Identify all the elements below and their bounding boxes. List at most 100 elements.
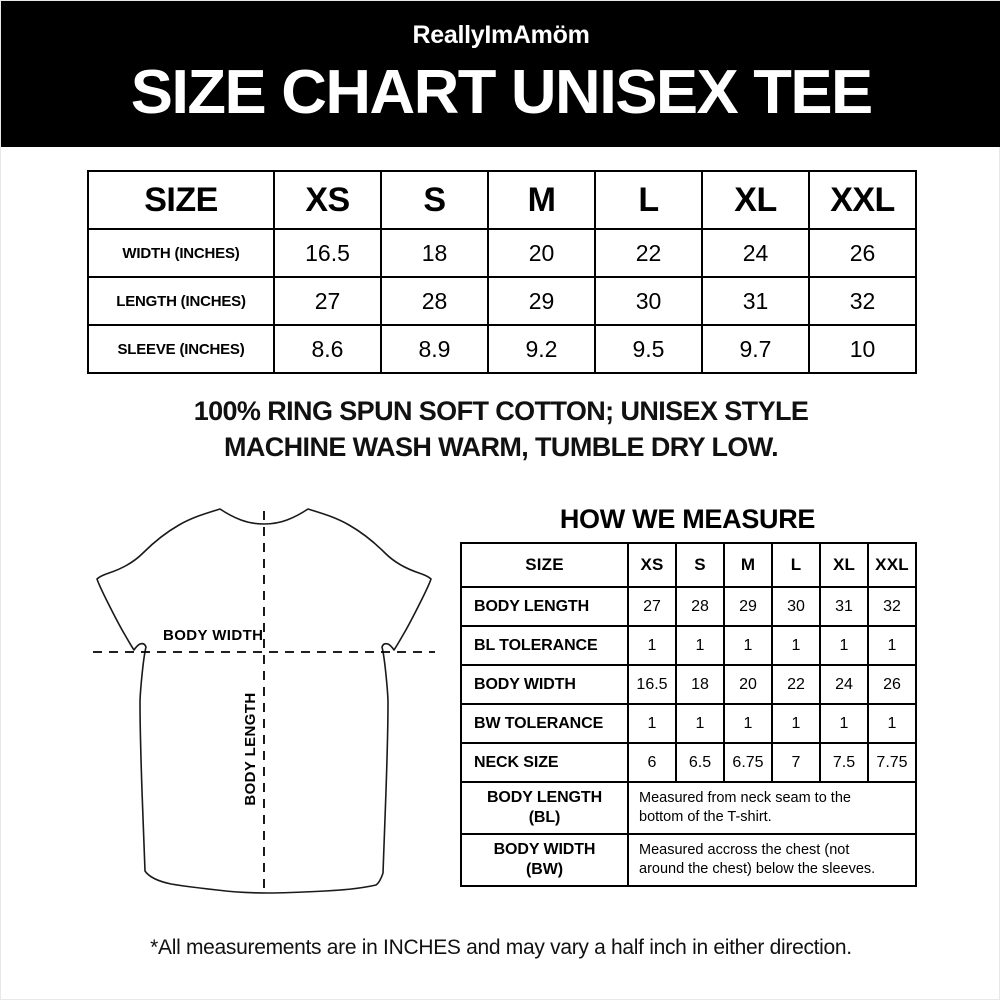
- definition-term: BODY WIDTH (BW): [460, 833, 629, 887]
- table-row: BODY WIDTH 16.5 18 20 22 24 26: [460, 664, 917, 705]
- measure-col-xxl: XXL: [867, 542, 917, 588]
- size-table-cell: 8.9: [380, 324, 489, 374]
- definition-row: BODY WIDTH (BW) Measured accross the che…: [460, 833, 917, 887]
- care-line-2: MACHINE WASH WARM, TUMBLE DRY LOW.: [223, 432, 779, 463]
- size-table-cell: 9.2: [487, 324, 596, 374]
- size-table-cell: 29: [487, 276, 596, 326]
- size-table-cell: 8.6: [273, 324, 382, 374]
- measure-row-label: NECK SIZE: [460, 742, 629, 783]
- measure-cell: 7.5: [819, 742, 869, 783]
- how-we-measure-heading: HOW WE MEASURE: [559, 504, 816, 534]
- size-table-cell: 28: [380, 276, 489, 326]
- table-row: LENGTH (INCHES) 27 28 29 30 31 32: [87, 276, 917, 326]
- body-width-label: BODY WIDTH: [163, 627, 263, 644]
- measure-cell: 22: [771, 664, 821, 705]
- measure-table-header-row: SIZE XS S M L XL XXL: [460, 542, 917, 588]
- size-table-cell: 10: [808, 324, 917, 374]
- footnote-text: *All measurements are in INCHES and may …: [150, 936, 852, 959]
- size-table-cell: 18: [380, 228, 489, 278]
- size-table-cell: 31: [701, 276, 810, 326]
- measure-cell: 26: [867, 664, 917, 705]
- measure-cell: 16.5: [627, 664, 677, 705]
- size-table-cell: 22: [594, 228, 703, 278]
- definition-desc-line-1: Measured from neck seam to the: [639, 789, 851, 806]
- table-row: BL TOLERANCE 1 1 1 1 1 1: [460, 625, 917, 666]
- measure-col-s: S: [675, 542, 725, 588]
- measure-col-l: L: [771, 542, 821, 588]
- measure-cell: 1: [819, 703, 869, 744]
- care-instructions: 100% RING SPUN SOFT COTTON; UNISEX STYLE…: [1, 393, 1000, 466]
- how-we-measure-table: SIZE XS S M L XL XXL BODY LENGTH 27 28 2…: [460, 542, 917, 887]
- definition-term-line-1: BODY LENGTH: [486, 789, 603, 806]
- size-table-cell: 16.5: [273, 228, 382, 278]
- measure-cell: 1: [675, 625, 725, 666]
- size-table-col-xl: XL: [701, 170, 810, 230]
- definition-term-line-2: (BW): [526, 861, 563, 878]
- measure-cell: 1: [627, 703, 677, 744]
- definition-term-line-1: BODY WIDTH: [493, 841, 596, 858]
- size-table-col-size: SIZE: [87, 170, 275, 230]
- measure-cell: 7.75: [867, 742, 917, 783]
- size-table-row-label: SLEEVE (INCHES): [87, 324, 275, 374]
- measure-cell: 1: [867, 625, 917, 666]
- measure-cell: 1: [771, 625, 821, 666]
- size-table-cell: 24: [701, 228, 810, 278]
- measure-cell: 6: [627, 742, 677, 783]
- measure-cell: 31: [819, 586, 869, 627]
- measure-row-label: BODY WIDTH: [460, 664, 629, 705]
- size-table-col-m: M: [487, 170, 596, 230]
- tshirt-diagram: BODY WIDTH BODY LENGTH: [63, 499, 453, 924]
- measure-cell: 1: [627, 625, 677, 666]
- measure-cell: 1: [819, 625, 869, 666]
- size-table-cell: 32: [808, 276, 917, 326]
- measure-cell: 32: [867, 586, 917, 627]
- measure-row-label: BODY LENGTH: [460, 586, 629, 627]
- measure-row-label: BL TOLERANCE: [460, 625, 629, 666]
- measure-cell: 1: [675, 703, 725, 744]
- definition-row: BODY LENGTH (BL) Measured from neck seam…: [460, 781, 917, 835]
- table-row: WIDTH (INCHES) 16.5 18 20 22 24 26: [87, 228, 917, 278]
- size-table-cell: 9.7: [701, 324, 810, 374]
- size-table-cell: 27: [273, 276, 382, 326]
- measure-cell: 30: [771, 586, 821, 627]
- page-header: ReallyImAmöm SIZE CHART UNISEX TEE: [1, 1, 1000, 147]
- measure-cell: 1: [723, 703, 773, 744]
- size-table-col-xs: XS: [273, 170, 382, 230]
- measure-col-size: SIZE: [460, 542, 629, 588]
- size-table-row-label: WIDTH (INCHES): [87, 228, 275, 278]
- definition-desc-line-2: around the chest) below the sleeves.: [639, 861, 876, 877]
- size-table-col-xxl: XXL: [808, 170, 917, 230]
- measure-col-xs: XS: [627, 542, 677, 588]
- measure-cell: 18: [675, 664, 725, 705]
- measure-cell: 7: [771, 742, 821, 783]
- tshirt-outline-path: [96, 508, 432, 894]
- size-table-col-s: S: [380, 170, 489, 230]
- size-table-cell: 9.5: [594, 324, 703, 374]
- size-table-cell: 30: [594, 276, 703, 326]
- table-row: NECK SIZE 6 6.5 6.75 7 7.5 7.75: [460, 742, 917, 783]
- measure-cell: 24: [819, 664, 869, 705]
- definition-desc-line-1: Measured accross the chest (not: [639, 841, 850, 858]
- definition-desc-line-2: bottom of the T-shirt.: [639, 809, 772, 825]
- measure-cell: 20: [723, 664, 773, 705]
- measure-cell: 29: [723, 586, 773, 627]
- size-table: SIZE XS S M L XL XXL WIDTH (INCHES) 16.5…: [87, 170, 917, 374]
- measure-cell: 1: [867, 703, 917, 744]
- measure-row-label: BW TOLERANCE: [460, 703, 629, 744]
- measure-col-xl: XL: [819, 542, 869, 588]
- measure-cell: 28: [675, 586, 725, 627]
- size-table-cell: 26: [808, 228, 917, 278]
- size-table-header-row: SIZE XS S M L XL XXL: [87, 170, 917, 230]
- brand-logo-text: ReallyImAmöm: [412, 21, 590, 49]
- measure-cell: 1: [723, 625, 773, 666]
- page-title: SIZE CHART UNISEX TEE: [130, 58, 873, 127]
- size-table-row-label: LENGTH (INCHES): [87, 276, 275, 326]
- definition-term-line-2: (BL): [528, 809, 561, 826]
- table-row: BW TOLERANCE 1 1 1 1 1 1: [460, 703, 917, 744]
- definition-description: Measured accross the chest (not around t…: [627, 833, 917, 887]
- measure-cell: 1: [771, 703, 821, 744]
- measure-cell: 6.75: [723, 742, 773, 783]
- measure-cell: 6.5: [675, 742, 725, 783]
- table-row: SLEEVE (INCHES) 8.6 8.9 9.2 9.5 9.7 10: [87, 324, 917, 374]
